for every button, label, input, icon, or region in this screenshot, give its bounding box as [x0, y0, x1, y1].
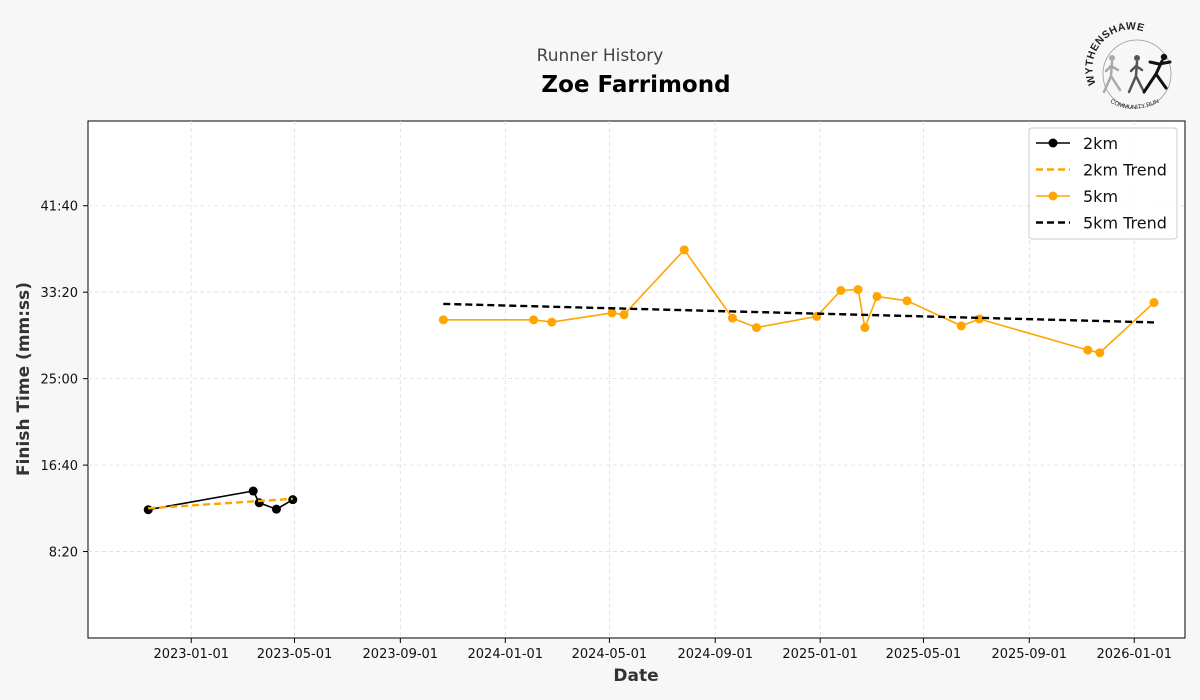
- data-point-5km: [956, 321, 966, 331]
- x-tick-label: 2025-01-01: [782, 647, 858, 662]
- y-axis-ticks: 8:20 16:40 25:00 33:20 41:40: [41, 200, 88, 561]
- y-axis-label: Finish Time (mm:ss): [14, 282, 34, 476]
- legend-label-5km-trend: 5km Trend: [1083, 214, 1167, 233]
- legend-label-2km-trend: 2km Trend: [1083, 161, 1167, 180]
- plot-frame: [87, 120, 1186, 639]
- x-tick-label: 2023-05-01: [257, 647, 333, 662]
- x-tick-label: 2026-01-01: [1096, 647, 1172, 662]
- y-tick-label: 33:20: [41, 286, 78, 301]
- series-layer: [143, 245, 1159, 515]
- legend-label-5km: 5km: [1083, 187, 1118, 206]
- club-logo: WYTHENSHAWE COMMUNITY RUN: [1083, 22, 1172, 111]
- data-point-2km: [271, 504, 281, 514]
- data-point-5km: [860, 323, 870, 333]
- runner-icon-dark: [1142, 53, 1172, 94]
- legend-label-2km: 2km: [1083, 134, 1118, 153]
- runner-icon-mid: [1127, 55, 1145, 94]
- runner-icon-light: [1102, 55, 1122, 94]
- y-tick-label: 41:40: [41, 200, 78, 215]
- x-tick-label: 2024-01-01: [468, 647, 544, 662]
- legend-marker-2km: [1048, 138, 1058, 148]
- legend: 2km 2km Trend 5km 5km Trend: [1028, 127, 1178, 240]
- x-axis-ticks: 2023-01-01 2023-05-01 2023-09-01 2024-01-01…: [153, 638, 1172, 662]
- data-point-5km: [1083, 345, 1093, 355]
- data-point-5km: [1149, 298, 1159, 308]
- chart-subtitle: Runner History: [536, 46, 664, 66]
- legend-box: [1028, 127, 1178, 240]
- x-tick-label: 2025-09-01: [991, 647, 1067, 662]
- data-point-5km: [872, 292, 882, 302]
- data-point-5km: [679, 245, 689, 255]
- data-point-5km: [727, 313, 737, 323]
- data-point-5km: [529, 315, 539, 325]
- data-point-2km: [248, 486, 258, 496]
- x-tick-label: 2023-01-01: [153, 647, 229, 662]
- data-point-2km: [143, 505, 153, 515]
- x-tick-label: 2023-09-01: [363, 647, 439, 662]
- data-point-5km: [836, 285, 846, 295]
- data-point-5km: [853, 285, 863, 295]
- x-tick-label: 2024-05-01: [572, 647, 648, 662]
- data-point-5km: [752, 323, 762, 333]
- y-tick-label: 25:00: [41, 373, 78, 388]
- x-tick-label: 2025-05-01: [886, 647, 962, 662]
- series-line-2km-trend: [148, 497, 293, 510]
- chart-title: Zoe Farrimond: [541, 72, 731, 98]
- data-point-5km: [1095, 348, 1105, 358]
- data-point-5km: [438, 315, 448, 325]
- data-point-5km: [547, 317, 557, 327]
- y-tick-label: 16:40: [41, 459, 78, 474]
- data-point-5km: [619, 310, 629, 320]
- data-point-5km: [902, 296, 912, 306]
- x-axis-label: Date: [613, 666, 658, 686]
- legend-marker-5km: [1048, 191, 1058, 201]
- series-line-5km-trend: [443, 302, 1155, 324]
- x-tick-label: 2024-09-01: [677, 647, 753, 662]
- data-point-5km: [607, 308, 617, 318]
- y-tick-label: 8:20: [49, 546, 78, 561]
